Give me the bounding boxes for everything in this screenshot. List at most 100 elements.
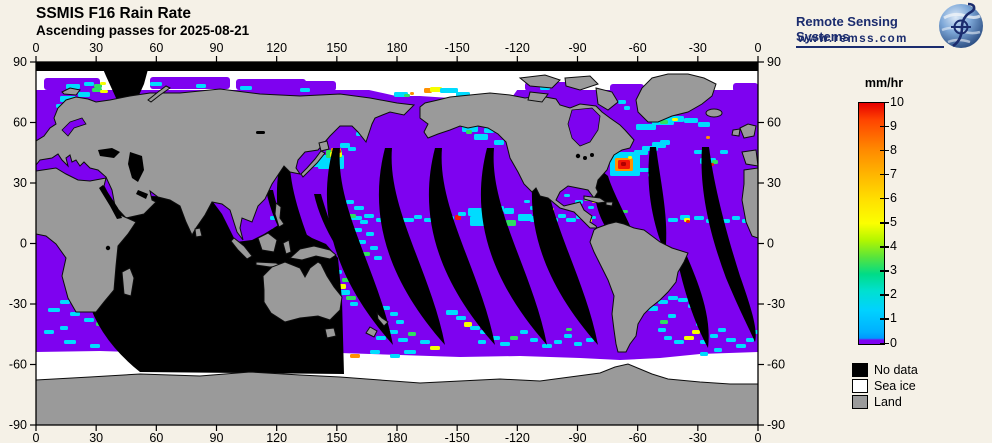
top-tick-label: 0: [33, 41, 40, 55]
indian-ocean-nodata: [86, 196, 344, 374]
logo-url[interactable]: www.remss.com: [798, 33, 908, 45]
rain-cell: [660, 120, 668, 124]
colorbar-units-label: mm/hr: [864, 76, 904, 90]
bottom-tick-label: 150: [326, 431, 347, 443]
rain-cell: [668, 218, 678, 222]
remss-logo[interactable]: Remote Sensing Systems www.remss.com: [788, 2, 988, 48]
arctic-ocean-patch: [302, 81, 336, 91]
land-australia: [262, 261, 343, 323]
land-victoria-island: [527, 91, 549, 103]
rain-cell: [638, 168, 650, 172]
left-tick-label: -90: [9, 418, 27, 432]
rain-cell: [366, 232, 374, 236]
seaice-swatch: [852, 379, 868, 393]
rain-cell: [574, 342, 582, 346]
rain-cell: [60, 300, 70, 304]
rain-cell: [628, 156, 632, 159]
bottom-tick-label: 0: [755, 431, 762, 443]
rain-cell: [374, 256, 382, 260]
rain-cell: [518, 214, 532, 221]
rain-cell: [660, 320, 668, 324]
rain-cell: [350, 354, 360, 358]
rain-cell: [240, 86, 252, 90]
colorbar-tick: [880, 101, 889, 103]
land-eurasia: [36, 88, 416, 241]
rain-cell: [414, 215, 422, 219]
rain-cell: [370, 350, 380, 354]
rain-cell: [678, 298, 688, 302]
colorbar-tick-label: 10: [890, 94, 904, 109]
left-tick-label: 0: [20, 237, 27, 251]
rain-cell: [446, 310, 458, 315]
rain-cell: [84, 82, 94, 86]
right-tick-label: -90: [767, 418, 785, 432]
rain-cell: [520, 330, 528, 334]
rain-cell: [100, 90, 108, 93]
rain-cell: [566, 218, 576, 222]
globe-icon: [939, 2, 983, 48]
right-tick-label: 30: [767, 176, 781, 190]
left-tick-label: -60: [9, 358, 27, 372]
top-tick-label: -90: [568, 41, 586, 55]
left-tick-label: 30: [13, 176, 27, 190]
rain-cell: [636, 124, 656, 130]
land-swatch: [852, 395, 868, 409]
rain-cell: [420, 340, 430, 344]
rain-cell: [588, 206, 594, 209]
left-tick-label: -30: [9, 297, 27, 311]
rain-cell: [746, 338, 754, 342]
rain-cell: [710, 334, 718, 338]
polar-nodata-band: [36, 62, 758, 71]
great-lake-3: [590, 153, 594, 157]
legend-label: No data: [874, 363, 918, 377]
colorbar-tick-label: 6: [890, 190, 897, 205]
land-uk: [739, 123, 757, 139]
page-title: SSMIS F16 Rain Rate: [36, 5, 192, 22]
rain-cell: [390, 354, 400, 358]
land-new-zealand-south: [365, 326, 378, 338]
rain-cell: [618, 100, 626, 104]
colorbar-tick: [880, 246, 889, 248]
rain-cell: [376, 336, 386, 340]
top-tick-label: -30: [689, 41, 707, 55]
land-sulawesi: [282, 239, 292, 255]
rain-cell: [468, 208, 484, 216]
land-tasmania: [324, 327, 337, 339]
colorbar-tick: [880, 173, 889, 176]
land-baffin: [595, 87, 619, 111]
land-greenland: [635, 73, 717, 123]
rain-cell: [474, 134, 488, 140]
rain-cell: [694, 150, 704, 154]
rain-cell: [684, 118, 698, 123]
rain-cell: [455, 215, 461, 220]
land-novaya-zemlya: [147, 85, 171, 103]
lake-victoria: [105, 245, 111, 251]
top-tick-label: 150: [326, 41, 347, 55]
rain-cell: [664, 336, 672, 340]
rain-cell: [48, 308, 60, 312]
rain-cell: [700, 352, 708, 356]
rain-cell: [84, 318, 94, 322]
bottom-tick-label: 0: [33, 431, 40, 443]
rain-cell: [694, 216, 704, 220]
rain-cell: [718, 328, 726, 332]
rain-cell: [658, 300, 668, 304]
rain-cell: [196, 84, 206, 88]
bottom-tick-label: -120: [505, 431, 530, 443]
rain-cell: [720, 150, 728, 154]
rain-cell: [586, 338, 594, 342]
land-new-zealand-north: [376, 311, 389, 327]
rain-cell: [78, 92, 90, 97]
rain-cell: [558, 214, 566, 218]
bottom-tick-label: -150: [445, 431, 470, 443]
land-svalbard: [61, 87, 81, 96]
rain-cell: [340, 143, 350, 148]
rain-cell: [712, 160, 718, 164]
bottom-tick-label: 90: [210, 431, 224, 443]
land-borneo: [257, 232, 278, 253]
colorbar-tick-label: 0: [890, 335, 897, 350]
right-tick-label: 60: [767, 116, 781, 130]
colorbar-tick-label: 2: [890, 287, 897, 302]
right-tick-label: 90: [767, 55, 781, 69]
persian-gulf: [136, 190, 148, 199]
